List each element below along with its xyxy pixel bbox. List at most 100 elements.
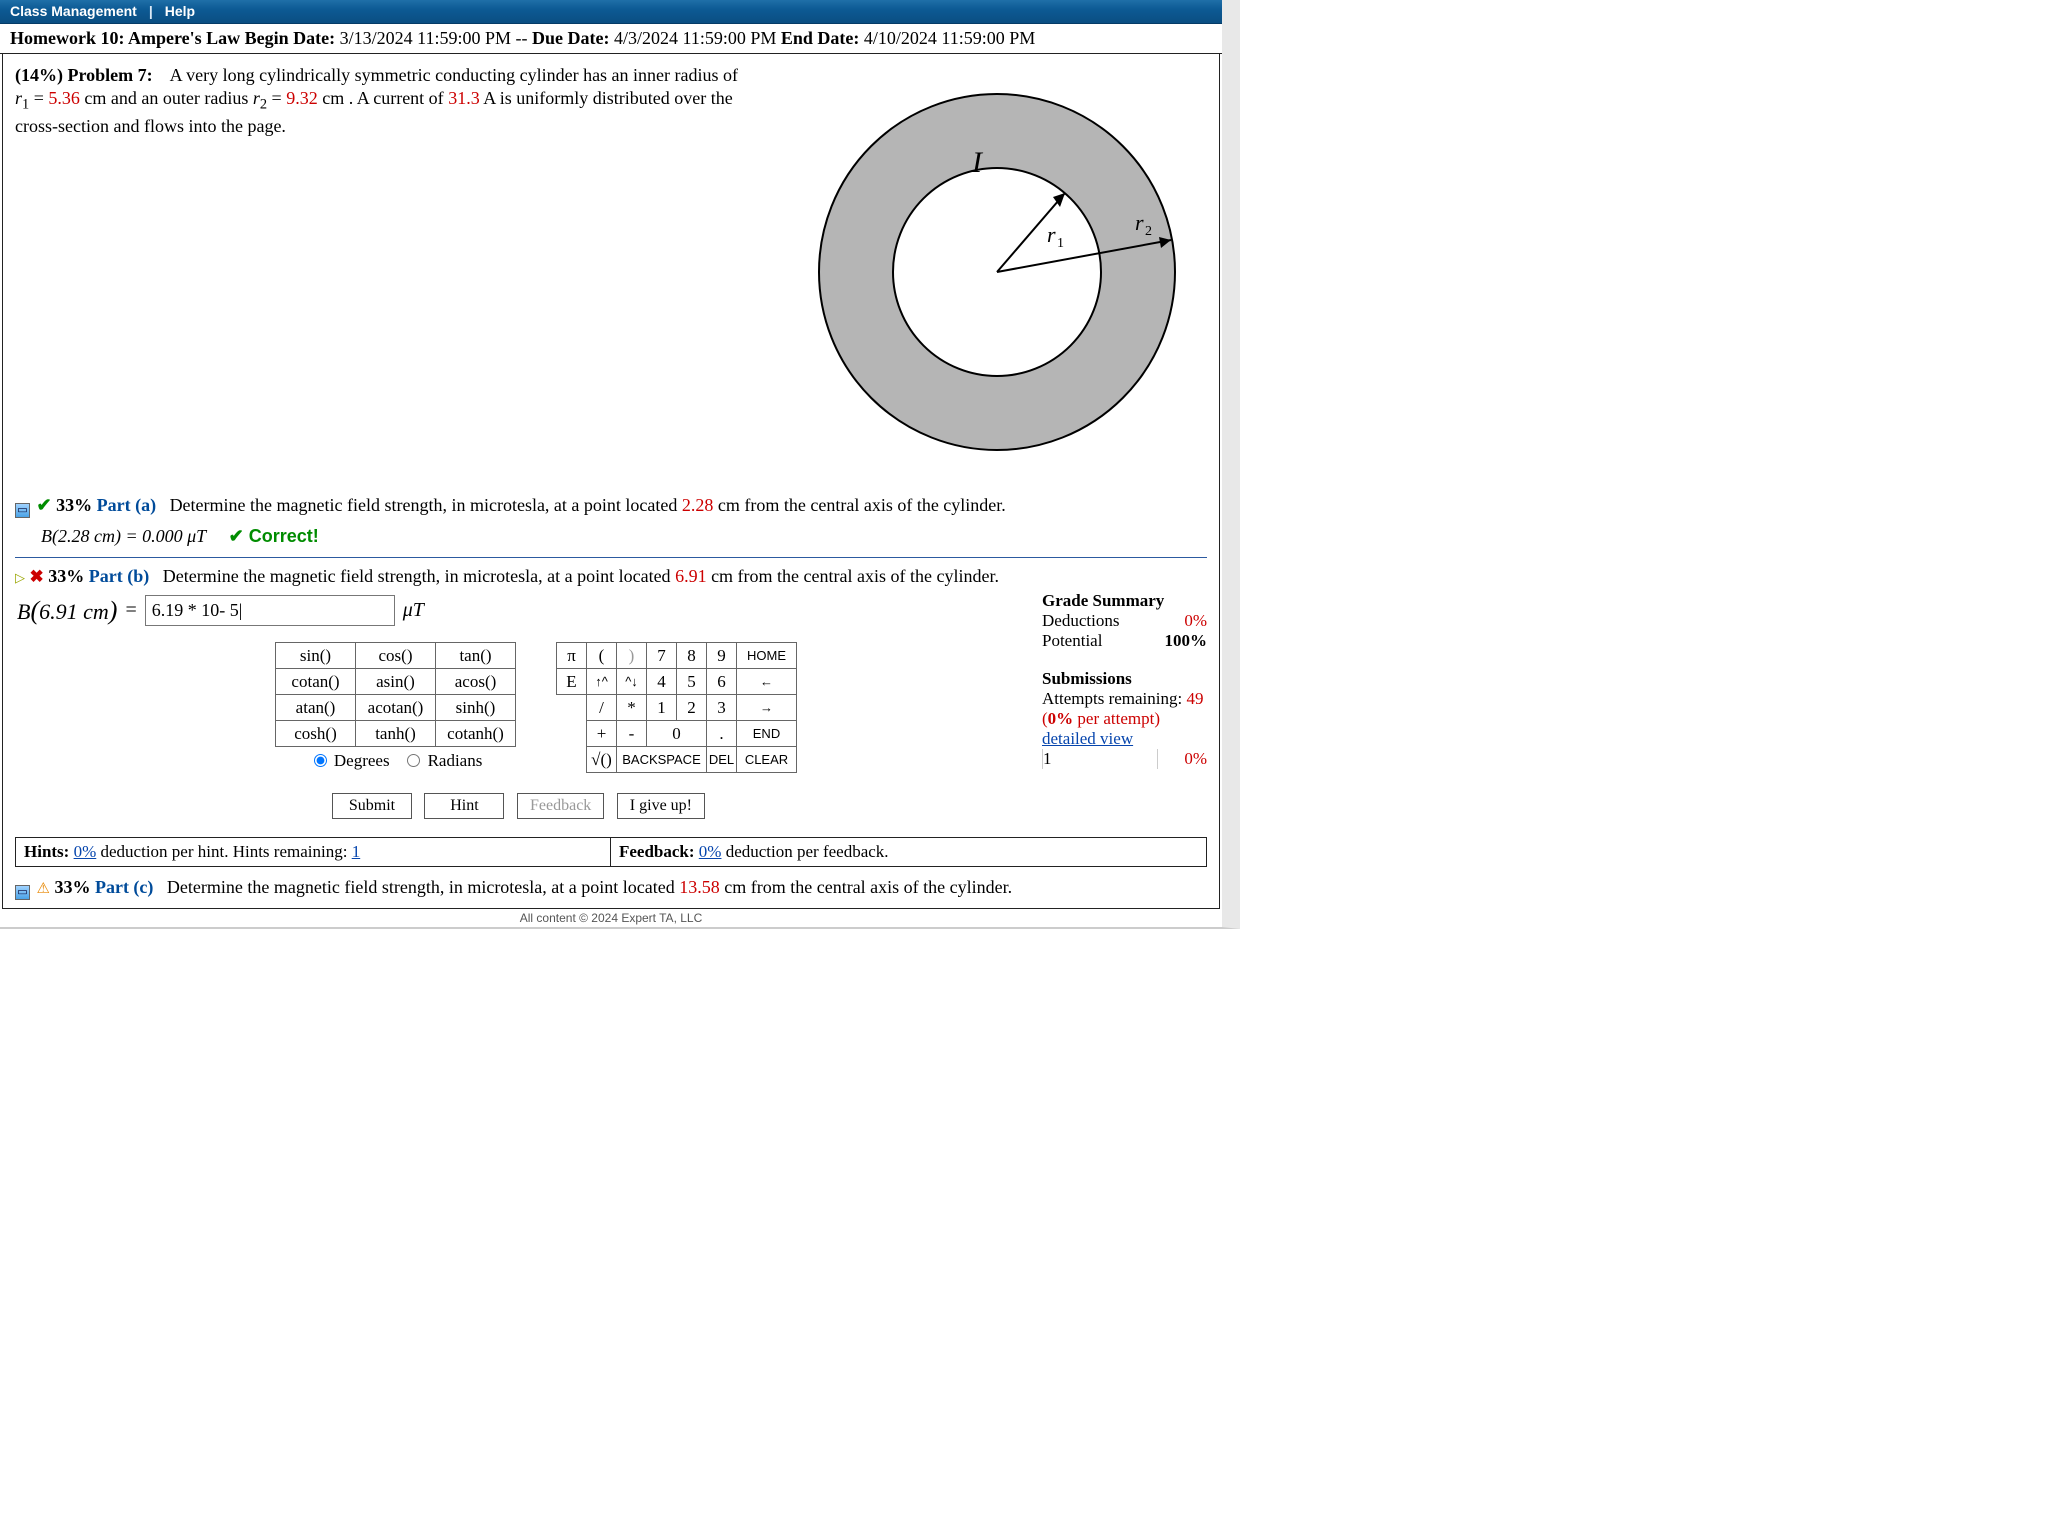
- key-sup-up[interactable]: ↑^: [587, 669, 617, 695]
- key-backspace[interactable]: BACKSPACE: [617, 747, 707, 773]
- part-b-header: ▷ ✖ 33% Part (b) Determine the magnetic …: [15, 562, 1207, 591]
- degrees-option[interactable]: Degrees: [309, 751, 390, 770]
- angle-mode-row: Degrees Radians: [275, 747, 516, 771]
- grade-summary-header: Grade Summary: [1042, 591, 1207, 611]
- nav-help[interactable]: Help: [165, 3, 195, 19]
- r1-value: 5.36: [48, 88, 80, 108]
- r1-symbol: r: [15, 88, 22, 108]
- warning-icon: ⚠: [37, 881, 50, 897]
- key-blank3: [557, 747, 587, 773]
- feedback-pct[interactable]: 0%: [699, 842, 722, 861]
- key-cosh[interactable]: cosh(): [276, 721, 356, 747]
- submit-button[interactable]: Submit: [332, 793, 412, 819]
- r2-subscript: 2: [260, 97, 267, 113]
- hints-mid: deduction per hint. Hints remaining:: [101, 842, 352, 861]
- part-a-label: Part (a): [97, 495, 156, 515]
- hints-remaining[interactable]: 1: [352, 842, 361, 861]
- key-0[interactable]: 0: [647, 721, 707, 747]
- key-acos[interactable]: acos(): [436, 669, 516, 695]
- key-div[interactable]: /: [587, 695, 617, 721]
- part-b-question-pre: Determine the magnetic field strength, i…: [163, 566, 675, 586]
- key-7[interactable]: 7: [647, 643, 677, 669]
- hint-button[interactable]: Hint: [424, 793, 504, 819]
- nav-class-management[interactable]: Class Management: [10, 3, 137, 19]
- key-cotanh[interactable]: cotanh(): [436, 721, 516, 747]
- key-cos[interactable]: cos(): [356, 643, 436, 669]
- key-tan[interactable]: tan(): [436, 643, 516, 669]
- nav-separator: |: [149, 3, 153, 19]
- key-cotan[interactable]: cotan(): [276, 669, 356, 695]
- key-tanh[interactable]: tanh(): [356, 721, 436, 747]
- key-mul[interactable]: *: [617, 695, 647, 721]
- cm1: cm: [84, 88, 106, 108]
- key-sinh[interactable]: sinh(): [436, 695, 516, 721]
- feedback-post: deduction per feedback.: [726, 842, 889, 861]
- feedback-label: Feedback:: [619, 842, 699, 861]
- key-blank1: [557, 695, 587, 721]
- eq1: =: [34, 88, 49, 108]
- collapse-icon[interactable]: ▭: [15, 503, 30, 518]
- problem-percent: (14%): [15, 65, 63, 85]
- diagram-r1-sub: 1: [1057, 236, 1064, 251]
- key-right[interactable]: →: [737, 695, 797, 721]
- key-home[interactable]: HOME: [737, 643, 797, 669]
- end-date-label: End Date:: [781, 28, 860, 48]
- part-c-question-post: cm from the central axis of the cylinder…: [724, 877, 1012, 897]
- cylinder-diagram: I r 1 r 2: [797, 64, 1197, 477]
- hints-label: Hints:: [24, 842, 74, 861]
- giveup-button[interactable]: I give up!: [617, 793, 705, 819]
- key-9[interactable]: 9: [707, 643, 737, 669]
- key-4[interactable]: 4: [647, 669, 677, 695]
- grade-summary-panel: Grade Summary Deductions0% Potential100%…: [1042, 591, 1207, 769]
- key-acotan[interactable]: acotan(): [356, 695, 436, 721]
- key-del[interactable]: DEL: [707, 747, 737, 773]
- key-6[interactable]: 6: [707, 669, 737, 695]
- key-sqrt[interactable]: √(): [587, 747, 617, 773]
- diagram-r2-label: r: [1135, 210, 1144, 235]
- key-pi[interactable]: π: [557, 643, 587, 669]
- key-left[interactable]: ←: [737, 669, 797, 695]
- potential-value: 100%: [1157, 631, 1207, 651]
- key-sin[interactable]: sin(): [276, 643, 356, 669]
- key-1[interactable]: 1: [647, 695, 677, 721]
- collapse-icon-c[interactable]: ▭: [15, 885, 30, 900]
- key-minus[interactable]: -: [617, 721, 647, 747]
- radians-radio[interactable]: [407, 754, 420, 767]
- answer-unit: μT: [403, 599, 424, 622]
- key-asin[interactable]: asin(): [356, 669, 436, 695]
- begin-date-value: 3/13/2024 11:59:00 PM: [340, 28, 511, 48]
- key-dot[interactable]: .: [707, 721, 737, 747]
- keypad-area: sin() cos() tan() cotan() asin() acos(): [15, 636, 1022, 781]
- answer-input[interactable]: [145, 595, 395, 626]
- current-value: 31.3: [448, 88, 480, 108]
- part-a-question-post: cm from the central axis of the cylinder…: [718, 495, 1006, 515]
- degrees-radio[interactable]: [314, 754, 327, 767]
- detailed-view-link[interactable]: detailed view: [1042, 729, 1207, 749]
- key-rparen[interactable]: ): [617, 643, 647, 669]
- answer-eq: =: [125, 599, 136, 622]
- correct-label: ✔ Correct!: [229, 526, 319, 546]
- radians-option[interactable]: Radians: [402, 751, 482, 770]
- key-lparen[interactable]: (: [587, 643, 617, 669]
- key-3[interactable]: 3: [707, 695, 737, 721]
- key-8[interactable]: 8: [677, 643, 707, 669]
- top-navbar: Class Management | Help: [0, 0, 1222, 24]
- play-icon[interactable]: ▷: [15, 570, 25, 586]
- attempts-remaining: Attempts remaining: 49: [1042, 689, 1207, 709]
- key-atan[interactable]: atan(): [276, 695, 356, 721]
- answer-expression-row: B(6.91 cm) = μT: [15, 591, 1022, 636]
- key-E[interactable]: E: [557, 669, 587, 695]
- key-clear[interactable]: CLEAR: [737, 747, 797, 773]
- key-sup-down[interactable]: ^↓: [617, 669, 647, 695]
- key-end[interactable]: END: [737, 721, 797, 747]
- part-a-result: B(2.28 cm) = 0.000 μT: [41, 526, 206, 546]
- cm2: cm: [322, 88, 344, 108]
- part-c-percent: 33%: [54, 877, 90, 897]
- key-5[interactable]: 5: [677, 669, 707, 695]
- part-c-label: Part (c): [95, 877, 153, 897]
- hints-pct[interactable]: 0%: [74, 842, 97, 861]
- key-2[interactable]: 2: [677, 695, 707, 721]
- homework-title: Homework 10: Ampere's Law: [10, 28, 240, 48]
- problem-text-2: and an outer radius: [111, 88, 253, 108]
- key-plus[interactable]: +: [587, 721, 617, 747]
